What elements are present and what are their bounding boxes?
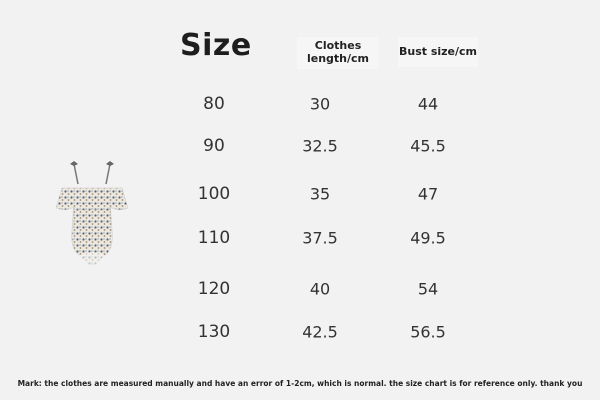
cell-size: 100 xyxy=(197,184,231,204)
cell-bust: 54 xyxy=(417,279,439,299)
header-line: length/cm xyxy=(306,52,370,65)
header-bust-size: Bust size/cm xyxy=(398,37,478,67)
cell-bust: 49.5 xyxy=(410,228,446,248)
cell-length: 30 xyxy=(309,94,331,114)
cell-size: 80 xyxy=(203,94,225,114)
cell-bust: 47 xyxy=(417,184,439,204)
cell-bust: 45.5 xyxy=(410,136,446,156)
cell-size: 130 xyxy=(197,322,231,342)
header-clothes-length: Clothes length/cm xyxy=(297,37,379,69)
header-line: Clothes xyxy=(314,39,362,52)
cell-length: 40 xyxy=(309,279,331,299)
cell-bust: 44 xyxy=(417,94,439,114)
cell-bust: 56.5 xyxy=(410,322,446,342)
cell-length: 35 xyxy=(309,184,331,204)
cell-length: 42.5 xyxy=(302,322,338,342)
swimsuit-product-image xyxy=(55,161,129,265)
cell-size: 120 xyxy=(197,279,231,299)
cell-length: 37.5 xyxy=(302,228,338,248)
cell-length: 32.5 xyxy=(302,136,338,156)
cell-size: 110 xyxy=(197,228,231,248)
page-title: Size xyxy=(180,28,252,63)
disclaimer-note: Mark: the clothes are measured manually … xyxy=(17,379,583,388)
cell-size: 90 xyxy=(203,136,225,156)
